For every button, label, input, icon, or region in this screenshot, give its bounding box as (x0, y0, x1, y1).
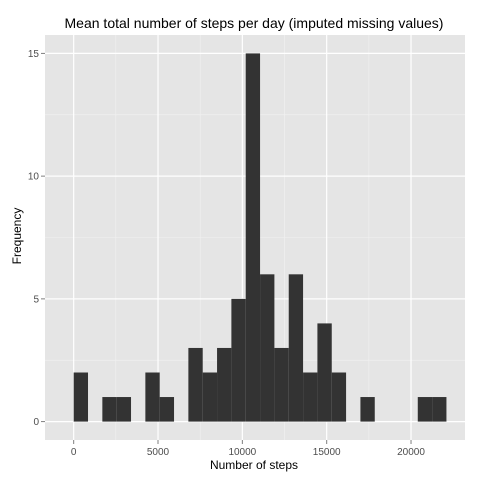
histogram-bar (274, 348, 288, 422)
histogram-bar (203, 373, 217, 422)
histogram-bar (303, 373, 317, 422)
histogram-bar (332, 373, 346, 422)
histogram-bar (260, 274, 274, 421)
y-tick-label: 5 (33, 294, 39, 305)
y-axis: 0 5 10 15 (28, 49, 45, 428)
x-axis: 0 5000 10000 15000 20000 (71, 440, 425, 458)
y-tick-label: 0 (33, 417, 39, 428)
histogram-bar (418, 397, 432, 422)
histogram-bar (289, 274, 303, 421)
x-tick-label: 15000 (313, 447, 341, 458)
histogram-bar (160, 397, 174, 422)
x-axis-title: Number of steps (210, 458, 298, 472)
histogram-bar (432, 397, 446, 422)
histogram-bar (360, 397, 374, 422)
y-tick-label: 10 (28, 172, 40, 183)
x-tick-label: 20000 (397, 447, 425, 458)
histogram-bar (188, 348, 202, 422)
histogram-bar (117, 397, 131, 422)
y-axis-title: Frequency (10, 208, 24, 265)
histogram-bar (102, 397, 116, 422)
histogram-bar (317, 323, 331, 421)
x-tick-label: 5000 (147, 447, 170, 458)
histogram-bar (246, 53, 260, 421)
x-tick-label: 0 (71, 447, 77, 458)
chart-title: Mean total number of steps per day (impu… (65, 15, 444, 31)
histogram-bar (145, 373, 159, 422)
histogram-bar (231, 299, 245, 422)
y-tick-label: 15 (28, 49, 40, 60)
histogram-bar (217, 348, 231, 422)
x-tick-label: 10000 (228, 447, 256, 458)
histogram-bar (74, 373, 88, 422)
